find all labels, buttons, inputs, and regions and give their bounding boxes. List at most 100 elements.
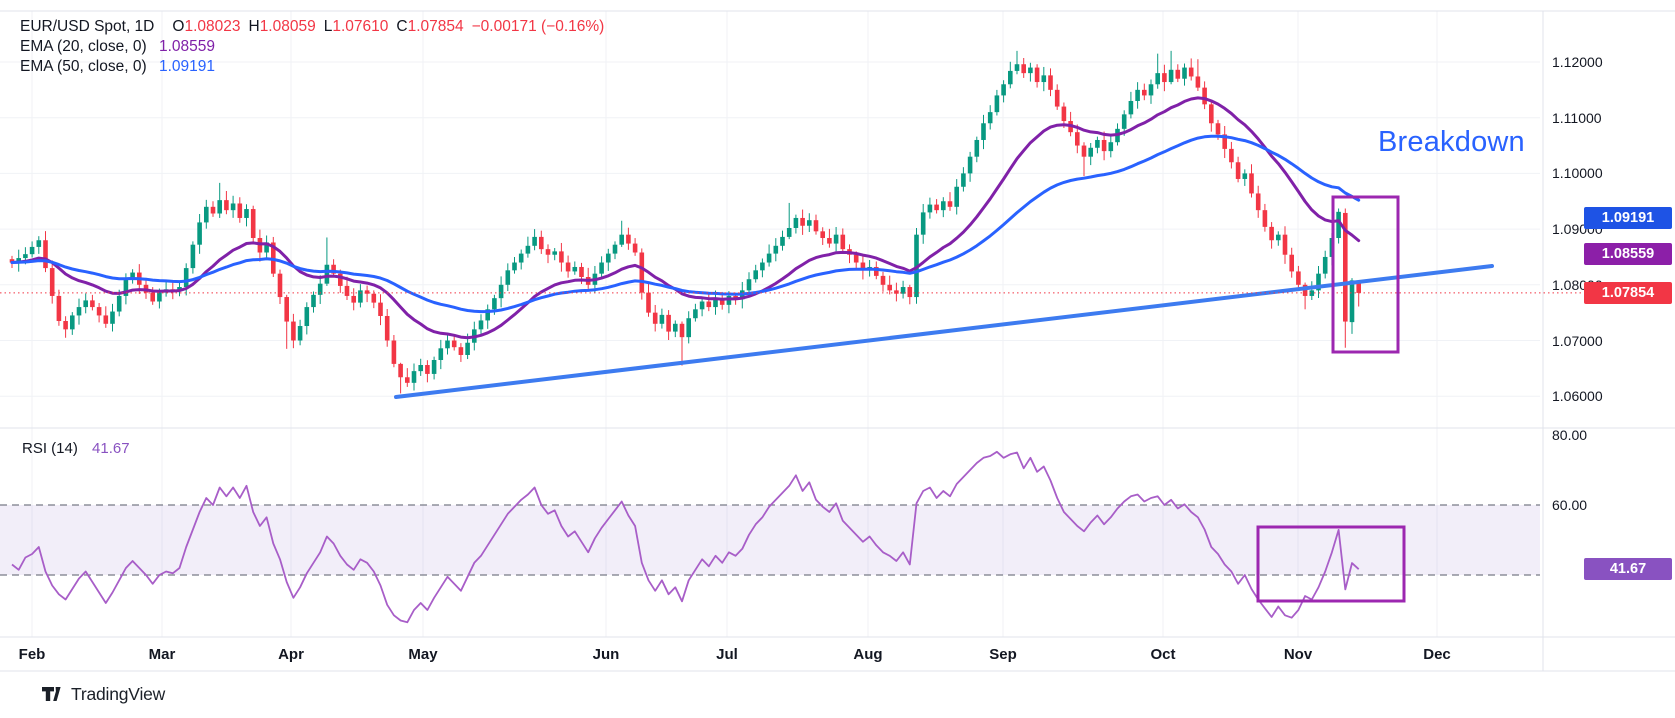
trendline[interactable] (394, 264, 1494, 399)
candle-body (418, 365, 423, 372)
ema20-value: 1.08559 (158, 38, 215, 55)
candle-body (1081, 145, 1087, 157)
legend-ema20-row[interactable]: EMA (20, close, 0) 1.08559 (20, 37, 604, 57)
candle-body (1242, 173, 1248, 179)
time-axis-label-dec[interactable]: Dec (1423, 646, 1451, 663)
candle-body (445, 340, 450, 349)
candle-body (693, 309, 698, 319)
candle-body (438, 348, 444, 360)
candle-body (1008, 70, 1013, 85)
time-axis-label-oct[interactable]: Oct (1150, 646, 1176, 663)
candle-body (344, 285, 350, 296)
time-axis-label-feb[interactable]: Feb (18, 646, 46, 663)
candle-body (927, 204, 933, 213)
price-axis-label[interactable]: 1.06000 (1552, 388, 1603, 405)
candle-body (539, 236, 544, 250)
price-axis-label[interactable]: 1.12000 (1552, 54, 1603, 70)
candle-body (110, 311, 115, 324)
candle-body (800, 217, 805, 226)
candle-body (947, 201, 953, 207)
candle-body (1001, 84, 1006, 96)
candle-body (545, 249, 551, 255)
candle-body (1034, 67, 1040, 83)
price-axis-label[interactable]: 1.07000 (1552, 332, 1603, 349)
rsi-axis-label[interactable]: 80.00 (1552, 427, 1588, 443)
ohlc-value: 1.08059 (259, 18, 316, 35)
tradingview-logo-icon (42, 687, 61, 701)
candle-body (1061, 106, 1067, 122)
candle-body (371, 293, 377, 303)
ema20-line (10, 96, 1361, 340)
rsi-axis-label[interactable]: 60.00 (1552, 497, 1588, 513)
candle-body (619, 234, 624, 245)
candle-body (1215, 123, 1221, 135)
candle-body (311, 294, 316, 308)
candle-body (807, 220, 812, 226)
candle-body (1054, 89, 1060, 107)
candle-body (1282, 234, 1288, 255)
legend-ema50-row[interactable]: EMA (50, close, 0) 1.09191 (20, 57, 604, 77)
candle-body (666, 314, 671, 332)
candle-body (907, 287, 913, 298)
ema20-label: EMA (20, close, 0) (20, 38, 147, 55)
candle-body (230, 203, 236, 211)
rsi-breakdown-box[interactable] (1256, 525, 1406, 603)
symbol-title[interactable]: EUR/USD Spot, 1D (20, 18, 155, 35)
candle-body (887, 284, 892, 291)
candle-body (518, 253, 524, 263)
candle-body (9, 259, 15, 263)
candle-body (458, 347, 464, 355)
chart-legend[interactable]: EUR/USD Spot, 1D O1.08023 H1.08059 L1.07610… (20, 17, 604, 77)
ohlc-key: H (248, 18, 260, 35)
tradingview-logo[interactable]: TradingView (42, 684, 165, 705)
candle-body (900, 287, 906, 294)
candle-body (277, 273, 283, 298)
candle-body (23, 254, 28, 259)
candle-body (217, 200, 222, 214)
candle-body (1255, 193, 1261, 211)
price-breakdown-box[interactable] (1331, 195, 1400, 354)
candle-body (56, 295, 62, 322)
candle-body (1269, 226, 1274, 241)
time-axis-label-aug[interactable]: Aug (853, 646, 883, 663)
candle-body (451, 340, 457, 348)
candle-body (559, 251, 564, 263)
candle-body (43, 240, 48, 269)
time-axis-label-may[interactable]: May (408, 646, 438, 663)
candle-body (1108, 142, 1114, 152)
candle-body (853, 254, 859, 263)
candle-body (1014, 64, 1020, 71)
candle-body (1356, 283, 1361, 293)
time-axis-label-jun[interactable]: Jun (592, 646, 620, 663)
candle-body (987, 112, 993, 124)
price-axis-label[interactable]: 1.11000 (1552, 109, 1602, 126)
time-axis-label-mar[interactable]: Mar (148, 646, 176, 663)
price-axis-label[interactable]: 1.10000 (1552, 165, 1603, 182)
candle-body (331, 264, 336, 274)
candle-body (197, 222, 202, 245)
candle-body (967, 156, 973, 174)
candle-body (465, 342, 470, 355)
candle-body (1302, 284, 1308, 296)
candle-body (753, 270, 758, 280)
candle-body (317, 283, 323, 295)
candle-body (16, 258, 21, 263)
breakdown-annotation-text[interactable]: Breakdown (1378, 126, 1525, 158)
rsi-legend[interactable]: RSI (14) 41.67 (22, 440, 130, 457)
candle-body (63, 321, 68, 330)
candle-body (706, 301, 712, 308)
rsi-badge: 41.67 (1584, 558, 1672, 581)
candle-body (391, 340, 397, 364)
candle-body (1175, 69, 1181, 79)
time-axis-label-apr[interactable]: Apr (278, 646, 304, 663)
candle-body (1309, 290, 1315, 296)
candle-body (498, 284, 504, 299)
candle-body (994, 95, 1000, 113)
time-axis-label-jul[interactable]: Jul (716, 646, 738, 663)
time-axis-label-sep[interactable]: Sep (989, 646, 1017, 663)
candle-body (190, 244, 196, 269)
time-axis-label-nov[interactable]: Nov (1283, 646, 1313, 663)
candle-body (833, 234, 839, 244)
